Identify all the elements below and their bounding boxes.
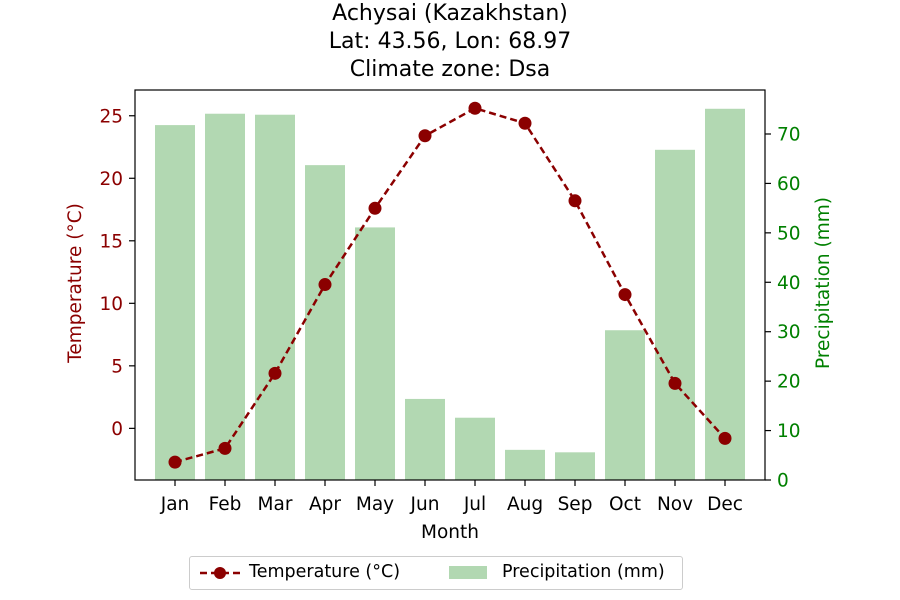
legend-precipitation-label: Precipitation (mm) <box>502 562 665 582</box>
x-tick-label-mar: Mar <box>258 494 293 515</box>
right-tick-label: 30 <box>777 322 801 343</box>
temperature-point-nov <box>668 376 682 390</box>
x-tick-label-jul: Jul <box>463 494 486 515</box>
right-tick-label: 20 <box>777 372 801 393</box>
precipitation-bar-may <box>355 227 395 480</box>
right-tick-label: 0 <box>777 471 789 492</box>
right-tick-label: 60 <box>777 174 801 195</box>
temperature-point-aug <box>518 116 532 130</box>
chart-title-line-1: Achysai (Kazakhstan) <box>332 1 568 26</box>
temperature-point-jan <box>168 455 182 469</box>
precipitation-bar-jan <box>155 125 195 480</box>
left-tick-label: 25 <box>99 106 123 127</box>
precipitation-bar-dec <box>705 108 745 481</box>
precipitation-bar-jun <box>405 398 445 480</box>
plot-frame <box>134 89 766 481</box>
precipitation-bar-sep <box>555 452 595 480</box>
precipitation-bars <box>155 108 745 481</box>
temperature-point-feb <box>218 441 232 455</box>
x-tick-label-jun: Jun <box>410 494 440 515</box>
precipitation-bar-oct <box>605 330 645 480</box>
precipitation-bar-feb <box>205 113 245 481</box>
legend-precipitation-swatch <box>449 566 487 579</box>
temperature-point-may <box>368 201 382 215</box>
x-tick-label-apr: Apr <box>309 494 341 515</box>
precipitation-bar-apr <box>305 165 345 480</box>
right-tick-label: 40 <box>777 273 801 294</box>
temperature-point-apr <box>318 278 332 292</box>
x-axis-label: Month <box>421 522 479 543</box>
temperature-line-path <box>174 106 726 464</box>
precipitation-bar-mar <box>255 114 295 480</box>
precipitation-bar-jul <box>455 417 495 480</box>
left-tick-label: 10 <box>99 294 123 315</box>
x-tick-label-may: May <box>356 494 394 515</box>
temperature-point-jun <box>418 129 432 143</box>
legend-temperature-label: Temperature (°C) <box>249 562 401 582</box>
left-tick-label: 5 <box>111 356 123 377</box>
left-tick-label: 20 <box>99 169 123 190</box>
temperature-point-oct <box>618 288 632 302</box>
chart-title-line-2: Lat: 43.56, Lon: 68.97 <box>328 29 572 54</box>
chart-title-line-3: Climate zone: Dsa <box>349 57 551 82</box>
x-tick-label-jan: Jan <box>160 494 190 515</box>
x-tick-label-aug: Aug <box>507 494 543 515</box>
x-tick-label-dec: Dec <box>707 494 743 515</box>
precipitation-bar-nov <box>655 149 695 481</box>
temperature-line <box>168 101 732 469</box>
temperature-point-dec <box>718 431 732 445</box>
right-tick-label: 70 <box>777 124 801 145</box>
right-axis-label: Precipitation (mm) <box>813 197 834 369</box>
temperature-point-sep <box>568 194 582 208</box>
legend: Temperature (°C) Precipitation (mm) <box>189 556 683 590</box>
x-tick-label-feb: Feb <box>209 494 242 515</box>
x-tick-label-sep: Sep <box>558 494 593 515</box>
x-tick-label-nov: Nov <box>657 494 693 515</box>
temperature-point-mar <box>268 366 282 380</box>
right-tick-label: 10 <box>777 421 801 442</box>
precipitation-bar-aug <box>505 449 545 480</box>
left-tick-label: 0 <box>111 419 123 440</box>
temperature-point-jul <box>468 101 482 115</box>
left-axis-label: Temperature (°C) <box>65 203 86 364</box>
left-tick-label: 15 <box>99 231 123 252</box>
right-tick-label: 50 <box>777 223 801 244</box>
x-tick-label-oct: Oct <box>609 494 641 515</box>
legend-temperature-swatch <box>200 567 240 579</box>
axes: 0 5 10 15 20 25 0 10 20 30 40 50 60 70 Jan Feb Mar Apr May… <box>65 89 834 543</box>
